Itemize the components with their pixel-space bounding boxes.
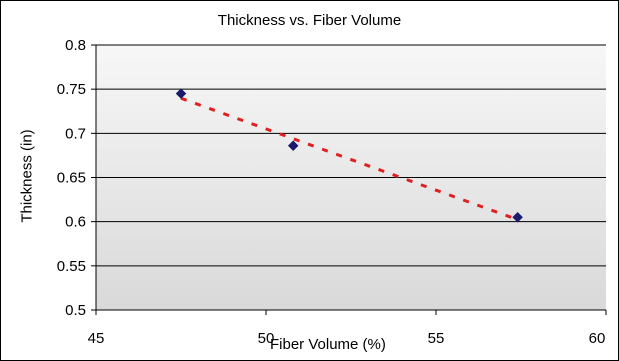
y-tick-label: 0.5 [65,302,86,319]
tick-labels: 0.5 0.55 0.6 0.65 0.7 0.75 0.8 45 50 55 60 [57,37,606,347]
chart-title: Thickness vs. Fiber Volume [217,12,402,29]
y-tick-label: 0.7 [65,125,86,142]
y-tick-label: 0.8 [65,37,86,54]
x-tick-label: 60 [589,330,606,347]
x-tick-label: 45 [88,330,105,347]
data-point [287,140,299,152]
y-tick-label: 0.6 [65,214,86,231]
x-tick-label: 50 [258,330,275,347]
data-point [512,211,523,223]
data-points [175,88,523,223]
axes [91,44,607,315]
y-axis-label: Thickness (in) [18,129,36,223]
y-tick-label: 0.75 [57,81,86,98]
y-tick-label: 0.65 [57,170,86,187]
x-axis-label: Fiber Volume (%) [270,336,386,353]
x-tick-label: 55 [428,330,445,347]
y-tick-label: 0.55 [57,258,86,275]
data-point [175,88,187,99]
